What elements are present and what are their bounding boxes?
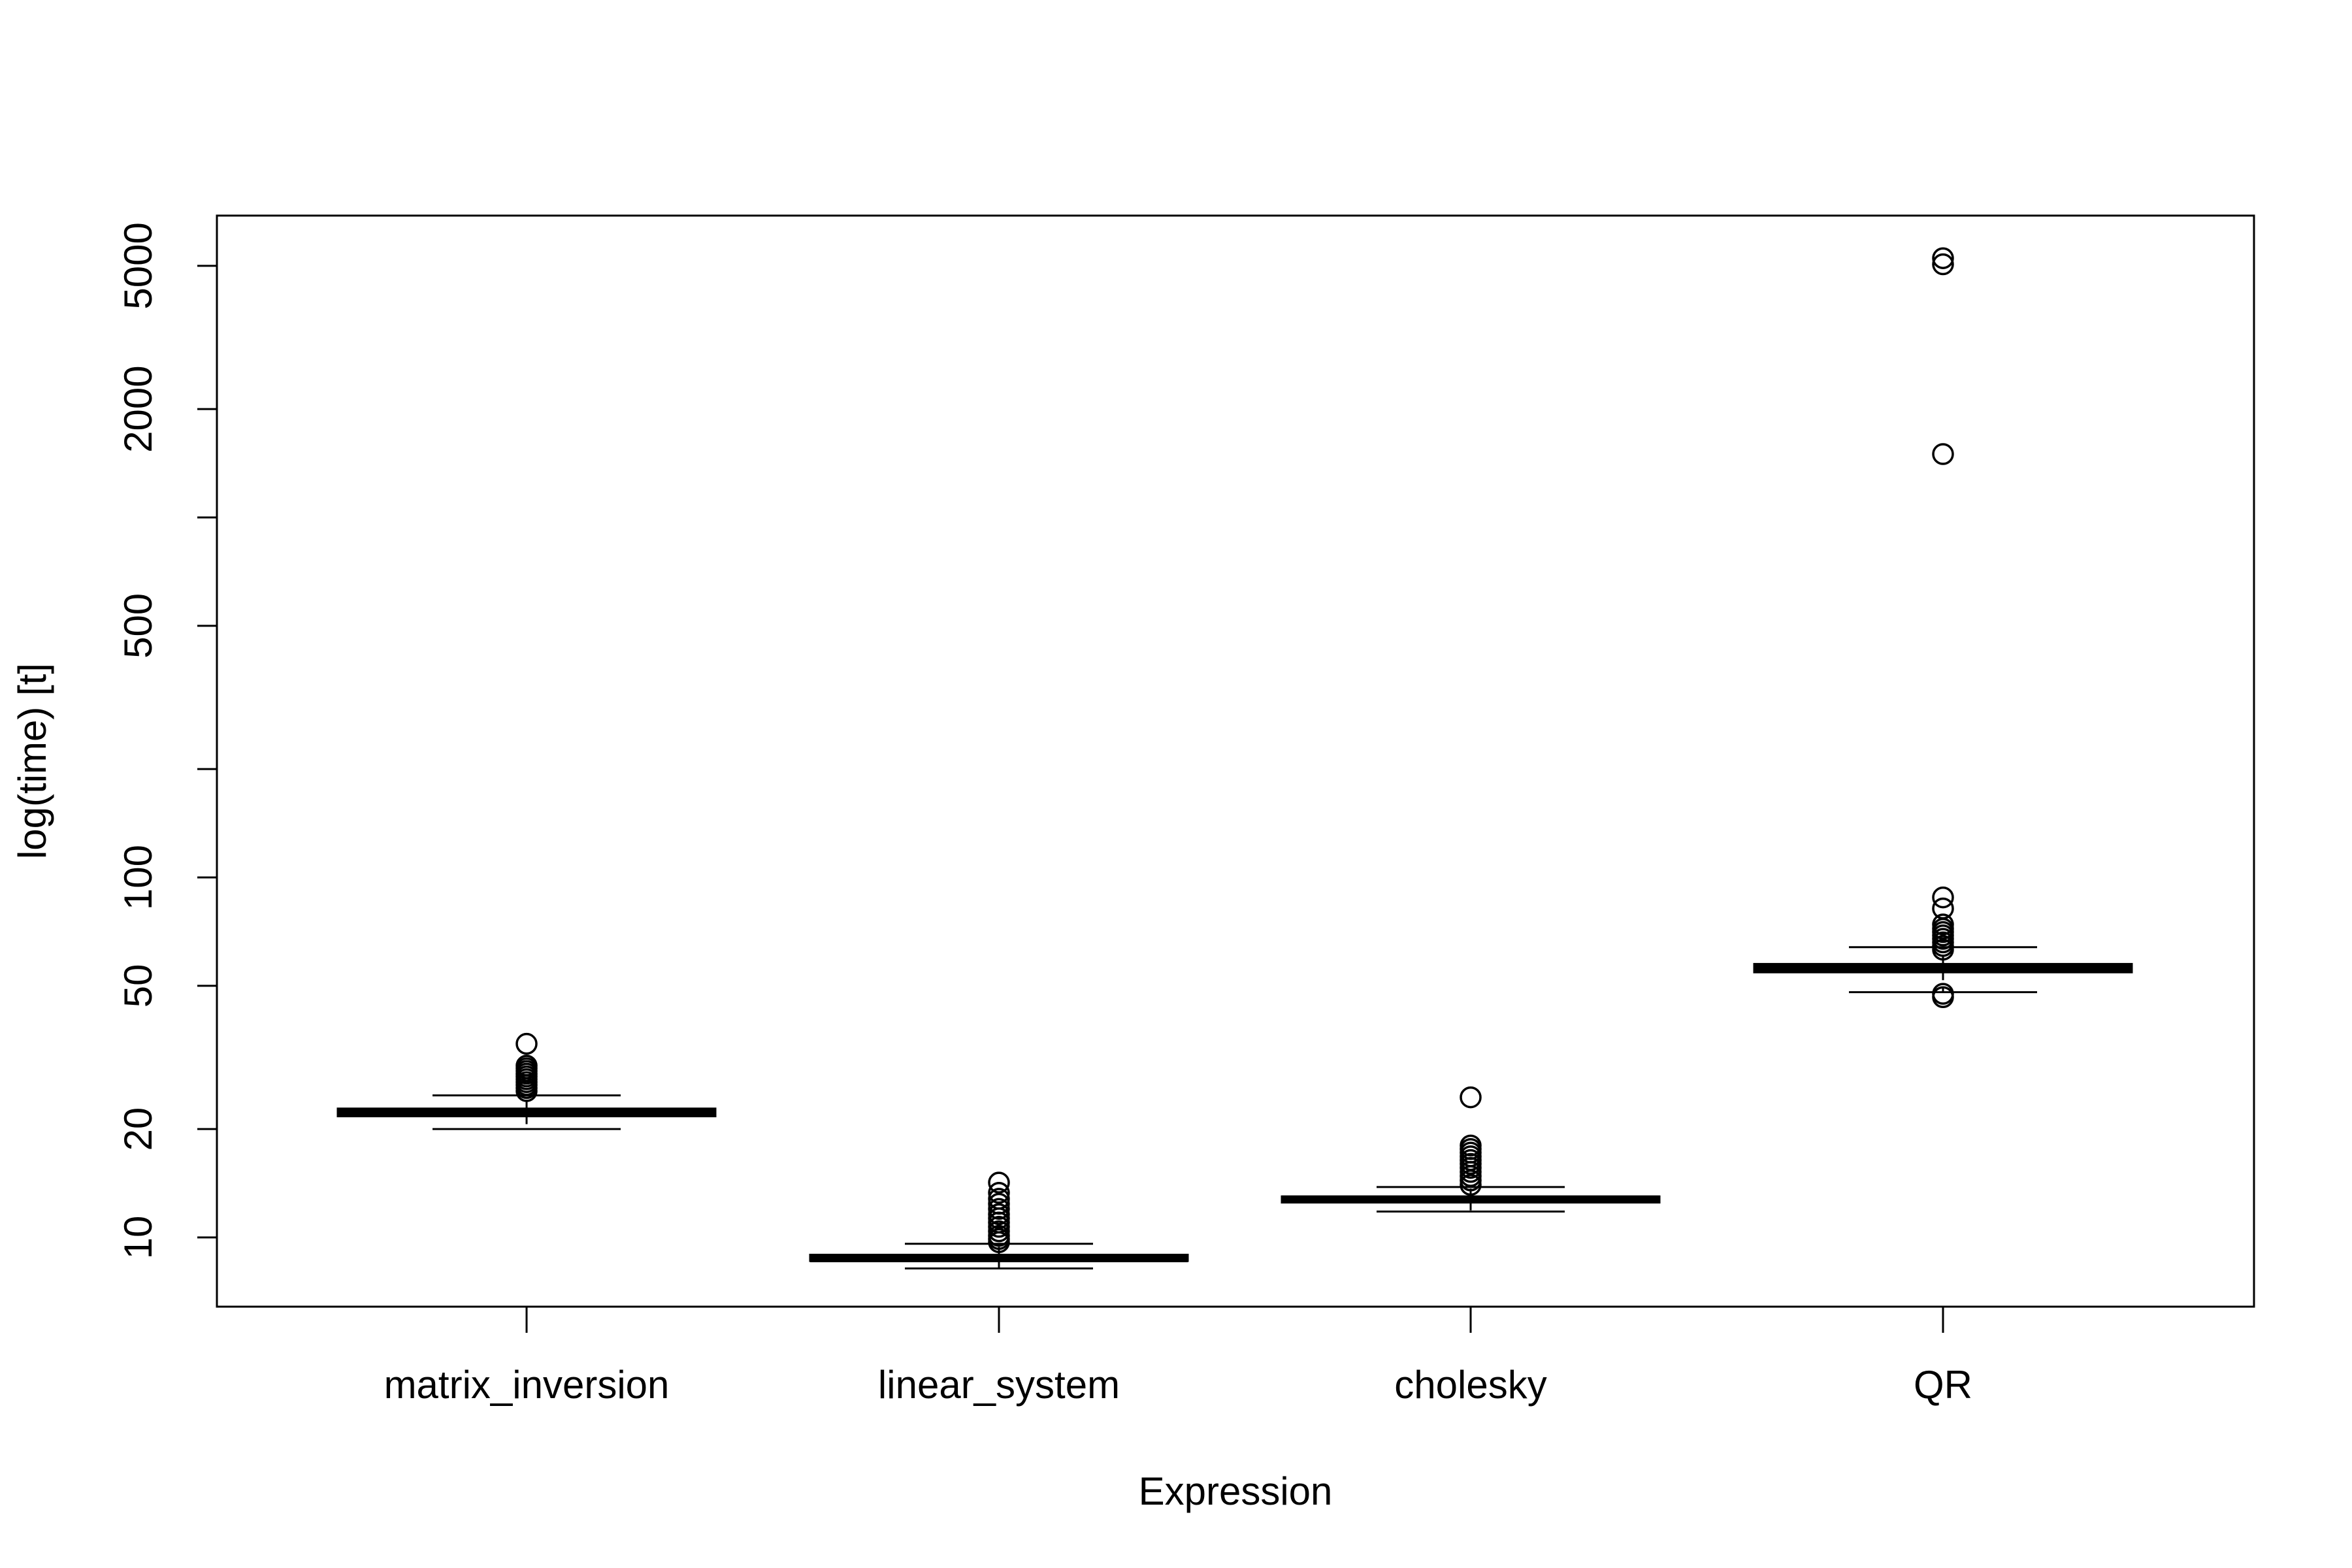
y-tick-label: 2000 — [116, 365, 160, 452]
x-category-label: linear_system — [878, 1363, 1120, 1407]
y-tick-label: 20 — [116, 1107, 160, 1151]
y-tick-label: 10 — [116, 1216, 160, 1260]
y-axis-title: log(time) [t] — [10, 663, 54, 859]
y-tick-label: 100 — [116, 845, 160, 910]
y-tick-label: 50 — [116, 964, 160, 1007]
y-tick-label: 5000 — [116, 222, 160, 309]
x-category-label: QR — [1914, 1363, 1972, 1407]
x-category-label: cholesky — [1394, 1363, 1546, 1407]
x-axis-title: Expression — [1139, 1469, 1333, 1513]
y-tick-label: 500 — [116, 593, 160, 659]
x-category-label: matrix_inversion — [384, 1363, 670, 1407]
